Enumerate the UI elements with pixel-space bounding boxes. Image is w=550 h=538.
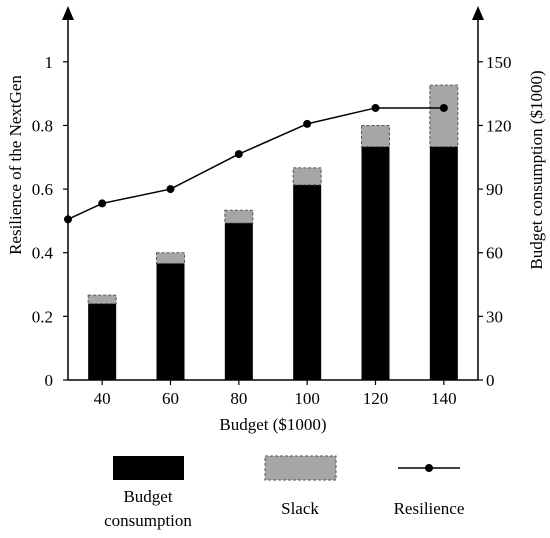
bar-budget-consumption-60 (156, 263, 185, 380)
left-tick-label-4: 0.8 (32, 116, 53, 135)
bar-budget-consumption-140 (429, 146, 458, 380)
left-tick-label-3: 0.6 (32, 180, 53, 199)
right-tick-label-1: 30 (486, 307, 503, 326)
right-tick-label-2: 60 (486, 244, 503, 263)
x-tick-label-1: 60 (162, 389, 179, 408)
legend-swatch-budget-consumption (113, 456, 184, 480)
x-tick-label-5: 140 (431, 389, 457, 408)
bar-slack-60 (156, 252, 185, 264)
x-axis-label: Budget ($1000) (219, 415, 326, 434)
left-tick-label-0: 0 (45, 371, 54, 390)
legend-swatch-slack (264, 455, 337, 481)
bar-slack-40 (87, 294, 117, 305)
resilience-point-120 (371, 103, 380, 112)
resilience-point-140 (439, 103, 448, 112)
bar-budget-consumption-40 (88, 303, 117, 380)
left-tick-label-1: 0.2 (32, 307, 53, 326)
left-y-axis-arrow (62, 6, 74, 20)
x-tick-label-0: 40 (94, 389, 111, 408)
legend-label-budget-line1: Budget (123, 487, 172, 506)
right-tick-label-3: 90 (486, 180, 503, 199)
legend-label-slack: Slack (281, 499, 319, 518)
left-tick-label-5: 1 (45, 53, 54, 72)
x-tick-label-3: 100 (294, 389, 320, 408)
legend: Budget consumption Slack Resilience (104, 455, 465, 530)
bar-budget-consumption-100 (293, 184, 322, 380)
right-tick-labels: 0 30 60 90 120 150 (478, 53, 512, 390)
x-tick-label-2: 80 (230, 389, 247, 408)
left-y-axis-label: Resilience of the NextGen (6, 75, 25, 255)
legend-label-budget-line2: consumption (104, 511, 192, 530)
x-tick-label-4: 120 (363, 389, 389, 408)
legend-swatch-resilience-marker (425, 464, 433, 472)
right-y-axis-arrow (472, 6, 484, 20)
bar-slack-100 (292, 167, 322, 186)
bar-budget-consumption-80 (224, 223, 253, 380)
bar-slack-80 (224, 209, 254, 224)
resilience-line-layer (64, 103, 448, 224)
legend-label-resilience: Resilience (394, 499, 465, 518)
left-tick-label-2: 0.4 (32, 244, 54, 263)
left-tick-labels: 0 0.2 0.4 0.6 0.8 1 (32, 53, 68, 390)
right-tick-label-4: 120 (486, 116, 512, 135)
bars-layer (87, 84, 459, 380)
bar-slack-120 (361, 124, 390, 148)
right-tick-label-0: 0 (486, 371, 495, 390)
bar-budget-consumption-120 (361, 146, 390, 380)
x-tick-labels: 40 60 80 100 120 140 (94, 380, 457, 408)
resilience-point-40 (98, 199, 107, 208)
resilience-point-80 (234, 150, 243, 159)
bar-slack-140 (429, 84, 459, 148)
right-y-axis-label: Budget consumption ($1000) (527, 70, 546, 269)
resilience-point-100 (303, 119, 312, 128)
right-tick-label-5: 150 (486, 53, 512, 72)
resilience-point-60 (166, 185, 175, 194)
